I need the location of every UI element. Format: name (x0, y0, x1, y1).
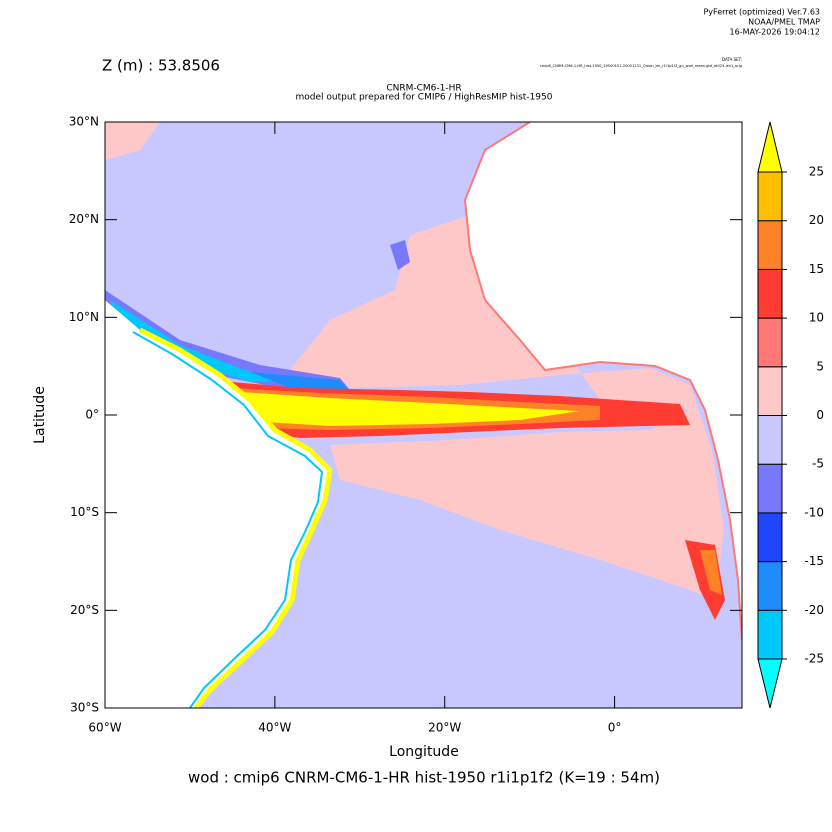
colorbar-extend (757, 658, 783, 709)
y-tick-label: 0° (85, 408, 99, 422)
title: CNRM-CM6-1-HR (386, 84, 461, 94)
colorbar-band (757, 220, 783, 270)
colorbar-band (757, 561, 783, 611)
colorbar-label: 5 (816, 359, 824, 373)
colorbar-label: -5 (812, 457, 824, 471)
x-tick-label: 0° (608, 721, 622, 735)
colorbar-band (757, 512, 783, 563)
date: 16-MAY-2026 19:04:12 (730, 28, 820, 37)
y-axis-label: Latitude (32, 386, 48, 444)
field-region (240, 392, 580, 426)
land (105, 300, 330, 708)
colorbar-label: -20 (804, 603, 824, 617)
colorbar-label: -15 (804, 554, 824, 568)
dataset-label: DATA SET: (722, 57, 742, 62)
field (105, 122, 742, 708)
y-tick-label: 10°N (69, 310, 99, 324)
field-region (250, 372, 350, 392)
y-tick-label: 30°N (69, 115, 99, 129)
colorbar-band (757, 317, 783, 368)
coast-edge (138, 327, 333, 708)
colorbar-band (757, 268, 783, 319)
coast-edge (132, 331, 324, 708)
land (465, 122, 742, 640)
depth: Z (m) : 53.8506 (102, 57, 220, 75)
coast-edge (463, 122, 742, 641)
colorbar-band (757, 463, 783, 514)
x-axis-label: Longitude (389, 744, 459, 760)
colorbar-extend (757, 121, 783, 173)
x-tick-label: 20°W (428, 721, 461, 735)
field-region (105, 122, 160, 160)
y-tick-label: 30°S (70, 701, 99, 715)
colorbar-band (757, 366, 783, 416)
subtitle: model output prepared for CMIP6 / HighRe… (296, 93, 553, 103)
x-tick-label: 60°W (88, 721, 121, 735)
colorbar-label: 20 (809, 213, 824, 227)
field-region (290, 215, 724, 600)
y-tick-label: 20°S (70, 603, 99, 617)
colorbar-label: 0 (816, 408, 824, 422)
colorbar-label: -10 (804, 505, 824, 519)
colorbar-band (757, 609, 783, 660)
colorbar-label: 25 (809, 165, 824, 179)
colorbar-band (757, 171, 783, 222)
program: PyFerret (optimized) Ver.7.63 (703, 8, 820, 17)
field-region (700, 550, 722, 595)
y-tick-label: 10°S (70, 505, 99, 519)
colorbar-label: 10 (809, 311, 824, 325)
colorbar-label: 15 (809, 262, 824, 276)
colorbar-label: -25 (804, 652, 824, 666)
colorbar-band (757, 415, 783, 465)
field-region (390, 240, 410, 270)
lab: NOAA/PMEL TMAP (748, 18, 820, 27)
footer: wod : cmip6 CNRM-CM6-1-HR hist-1950 r1i1… (188, 769, 660, 787)
x-tick-label: 40°W (258, 721, 291, 735)
y-tick-label: 20°N (69, 212, 99, 226)
dataset: cmip6_CNRM-CM6-1-HR_hist-1950_19500101-2… (540, 64, 742, 68)
